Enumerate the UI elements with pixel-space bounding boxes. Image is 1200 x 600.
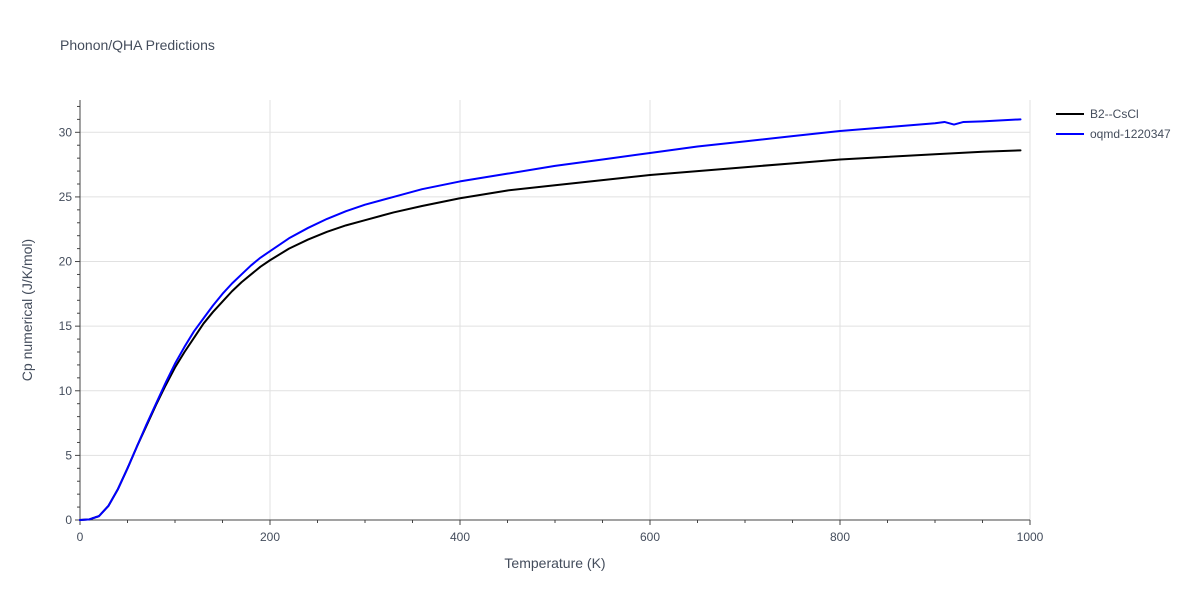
x-tick-label: 1000 [1017,530,1044,544]
y-tick-label: 5 [65,448,72,462]
x-tick-label: 800 [830,530,850,544]
y-tick-label: 10 [59,384,73,398]
y-tick-label: 20 [59,255,73,269]
x-axis-title: Temperature (K) [504,555,605,571]
series-line-0 [79,149,1022,521]
axes-layer: 0 200 400 600 800 1000 0 5 10 15 20 25 30 [59,100,1044,544]
legend-label-1: oqmd-1220347 [1090,127,1171,141]
chart-title: Phonon/QHA Predictions [60,37,215,53]
grid-layer [80,100,1031,520]
x-tick-label: 0 [77,530,84,544]
series-line-1 [79,118,1022,521]
y-tick-label: 25 [59,190,73,204]
x-tick-label: 400 [450,530,470,544]
y-axis-title: Cp numerical (J/K/mol) [19,239,35,381]
legend-label-0: B2--CsCl [1090,107,1139,121]
x-tick-label: 600 [640,530,660,544]
y-tick-label: 0 [65,513,72,527]
series-layer [79,118,1022,521]
y-tick-label: 15 [59,319,73,333]
y-tick-label: 30 [59,125,73,139]
x-tick-label: 200 [260,530,280,544]
legend: B2--CsCl oqmd-1220347 [1056,107,1171,141]
